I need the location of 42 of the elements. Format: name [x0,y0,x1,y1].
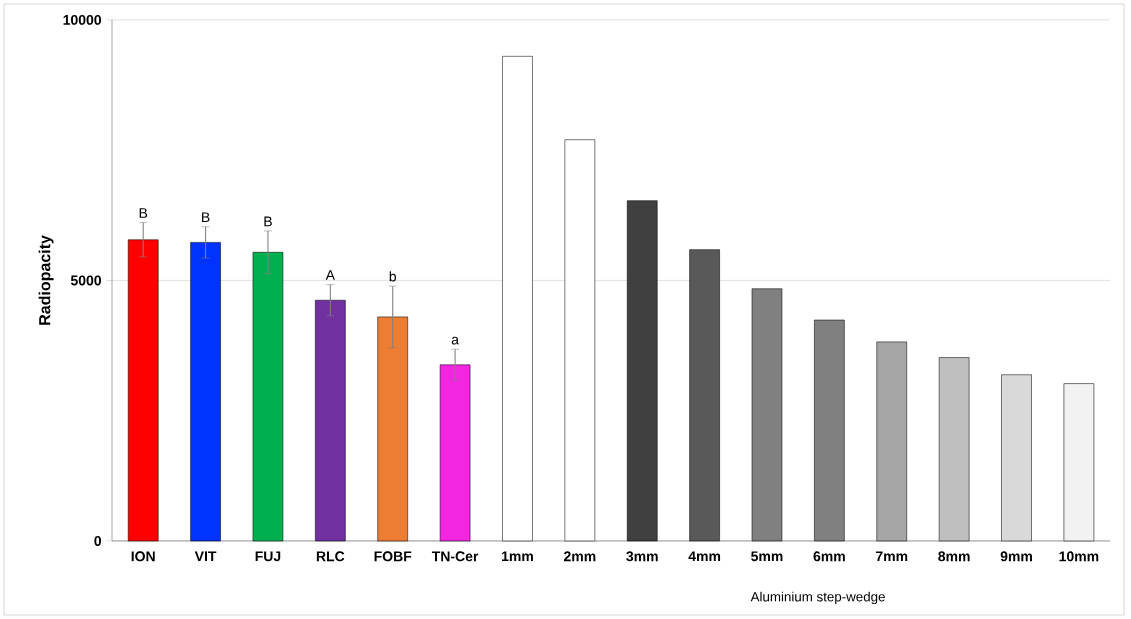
x-tick-label: FUJ [255,551,281,562]
x-tick-label: 7mm [876,551,908,562]
bar [439,364,471,542]
x-tick-label: 9mm [1000,551,1032,562]
x-tick-label: VIT [194,551,217,562]
bar [814,319,845,542]
bar [751,288,783,542]
annotation: B [202,212,210,223]
x-tick-label: FOBF [374,551,412,562]
y-tick-label: 0 [94,536,102,546]
x-tick-label: TN-Cer [431,551,479,562]
text: Aluminium step-wedge [750,591,885,605]
bar [876,341,908,542]
bar [1063,383,1095,542]
x-tick-label: 10mm [1059,551,1099,562]
x-tick-label: 2mm [563,551,596,562]
bar [252,252,284,542]
x-tick-label: 8mm [938,551,970,562]
y-tick-label: 5000 [70,275,102,286]
x-tick-label: 4mm [688,551,721,562]
x-tick-label: RLC [316,551,345,562]
annotation: b [389,271,397,282]
x-tick-label: ION [131,551,155,562]
annotation: B [264,216,272,227]
x-tick-label: 3mm [626,551,658,562]
bar [377,316,408,542]
y-axis-title: Radiopacity [38,235,54,325]
x-tick-label: 6mm [813,551,845,562]
bar [190,242,221,542]
bar [938,357,970,542]
bar [502,56,533,542]
bar [626,200,658,542]
annotation: a [451,336,459,345]
bar [564,139,596,542]
x-tick-label: 1mm [502,551,533,562]
annotation: B [139,208,148,218]
x-tick-label: 5mm [751,551,783,562]
y-tick-label: 10000 [63,14,102,25]
bar [1001,374,1032,542]
annotation: A [325,270,335,280]
bar [315,299,346,542]
bar [127,239,159,542]
